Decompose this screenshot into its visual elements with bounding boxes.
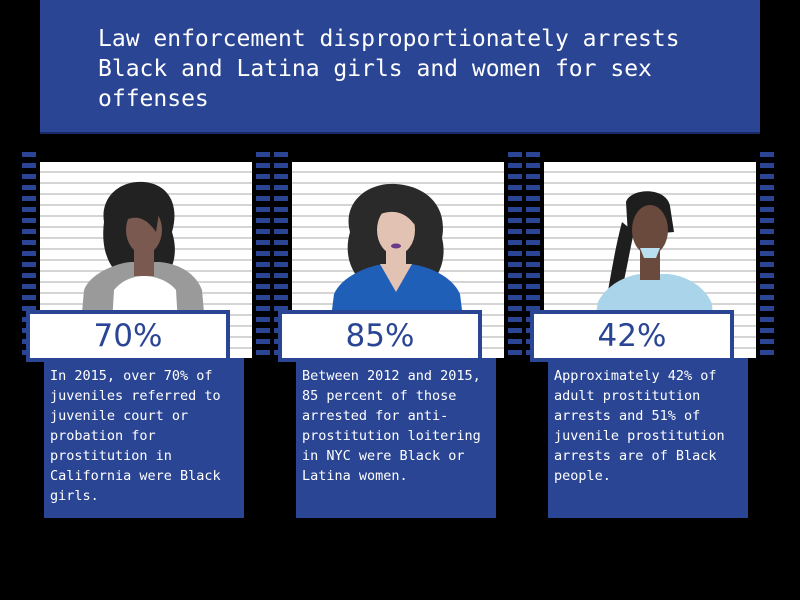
height-ruler-left bbox=[22, 152, 36, 358]
page-title: Law enforcement disproportionately arres… bbox=[98, 26, 680, 112]
stat-value: 70% bbox=[93, 318, 163, 354]
stat-box: 42% bbox=[530, 310, 734, 362]
stat-value: 42% bbox=[597, 318, 667, 354]
height-ruler-left bbox=[274, 152, 288, 358]
height-ruler-left bbox=[526, 152, 540, 358]
stat-card-3: 42% Approximately 42% of adult prostitut… bbox=[524, 152, 776, 522]
stat-description: In 2015, over 70% of juveniles referred … bbox=[44, 358, 244, 518]
stat-box: 85% bbox=[278, 310, 482, 362]
stat-value: 85% bbox=[345, 318, 415, 354]
height-ruler-right bbox=[256, 152, 270, 358]
stat-card-1: 70% In 2015, over 70% of juveniles refer… bbox=[20, 152, 272, 522]
stat-description: Between 2012 and 2015, 85 percent of tho… bbox=[296, 358, 496, 518]
header-banner: Law enforcement disproportionately arres… bbox=[40, 0, 760, 134]
stat-box: 70% bbox=[26, 310, 230, 362]
stat-card-2: 85% Between 2012 and 2015, 85 percent of… bbox=[272, 152, 524, 522]
height-ruler-right bbox=[508, 152, 522, 358]
height-ruler-right bbox=[760, 152, 774, 358]
stat-description: Approximately 42% of adult prostitution … bbox=[548, 358, 748, 518]
